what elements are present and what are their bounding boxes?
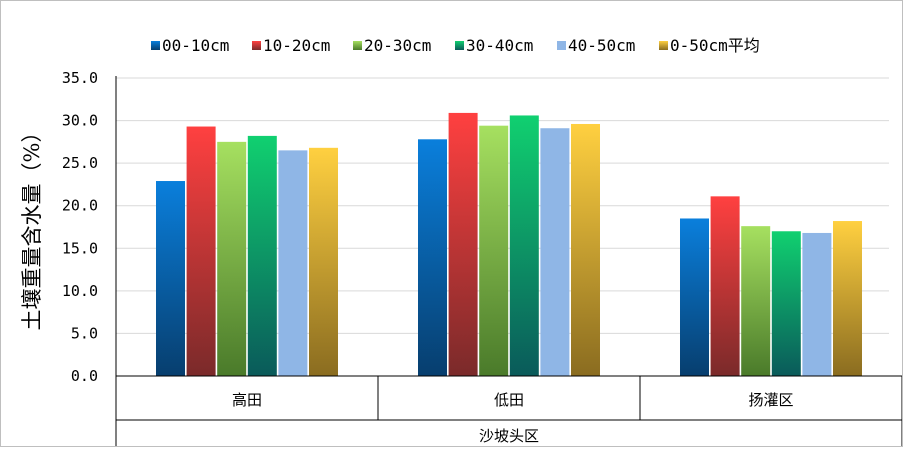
bar-30-40cm-低田 <box>509 115 539 376</box>
y-axis-label: 土壤重量含水量（%） <box>20 122 44 331</box>
bar-20-30cm-低田 <box>479 125 509 377</box>
legend-entry-label: 0-50cm平均 <box>670 36 760 55</box>
y-tick-label: 10.0 <box>62 282 98 300</box>
axes: 0.0 5.0 10.0 15.0 20.0 25.0 30.0 35.0 高田 低田 扬灌区 <box>62 69 903 446</box>
legend-entry-label: 00-10cm <box>162 36 229 55</box>
legend-swatch <box>557 41 566 50</box>
x-category-label: 扬灌区 <box>748 391 793 409</box>
legend-swatch <box>455 41 464 50</box>
y-tick-label: 0.0 <box>71 367 98 385</box>
bar-20-30cm-高田 <box>217 141 247 376</box>
bar-00-10cm-扬灌区 <box>680 218 709 376</box>
y-tick-label: 20.0 <box>62 197 98 215</box>
x-category-label: 高田 <box>232 391 262 409</box>
y-tick-label: 25.0 <box>62 154 98 172</box>
bar-0-50cm平均-扬灌区 <box>833 221 862 376</box>
bar-30-40cm-扬灌区 <box>771 231 801 376</box>
legend-swatch <box>151 41 160 50</box>
y-tick-label: 15.0 <box>62 239 98 257</box>
x-category-label: 低田 <box>494 391 524 409</box>
legend-swatch <box>353 41 362 50</box>
legend-entry-label: 40-50cm <box>568 36 635 55</box>
bar-00-10cm-高田 <box>156 181 185 376</box>
bar-40-50cm-低田 <box>540 128 570 376</box>
legend-entry-label: 20-30cm <box>364 36 431 55</box>
bar-40-50cm-扬灌区 <box>802 232 832 376</box>
bar-10-20cm-高田 <box>186 126 216 376</box>
y-tick-label: 30.0 <box>62 112 98 130</box>
legend-swatch <box>252 41 261 50</box>
x-group-label: 沙坡头区 <box>479 427 539 445</box>
bar-10-20cm-扬灌区 <box>710 196 740 376</box>
bar-20-30cm-扬灌区 <box>741 226 771 376</box>
y-tick-label: 5.0 <box>71 324 98 342</box>
legend: 00-10cm 10-20cm 20-30cm 30-40cm 40-50cm 0-50c… <box>151 36 760 55</box>
y-tick-label: 35.0 <box>62 69 98 87</box>
bar-0-50cm平均-低田 <box>571 123 600 376</box>
bar-0-50cm平均-高田 <box>309 147 338 376</box>
legend-entry-label: 10-20cm <box>263 36 330 55</box>
bar-30-40cm-高田 <box>247 135 277 376</box>
legend-swatch <box>659 41 668 50</box>
bar-00-10cm-低田 <box>418 139 447 376</box>
bar-40-50cm-高田 <box>278 150 308 376</box>
bars <box>156 112 862 377</box>
bar-10-20cm-低田 <box>448 112 478 376</box>
legend-entry-label: 30-40cm <box>466 36 533 55</box>
